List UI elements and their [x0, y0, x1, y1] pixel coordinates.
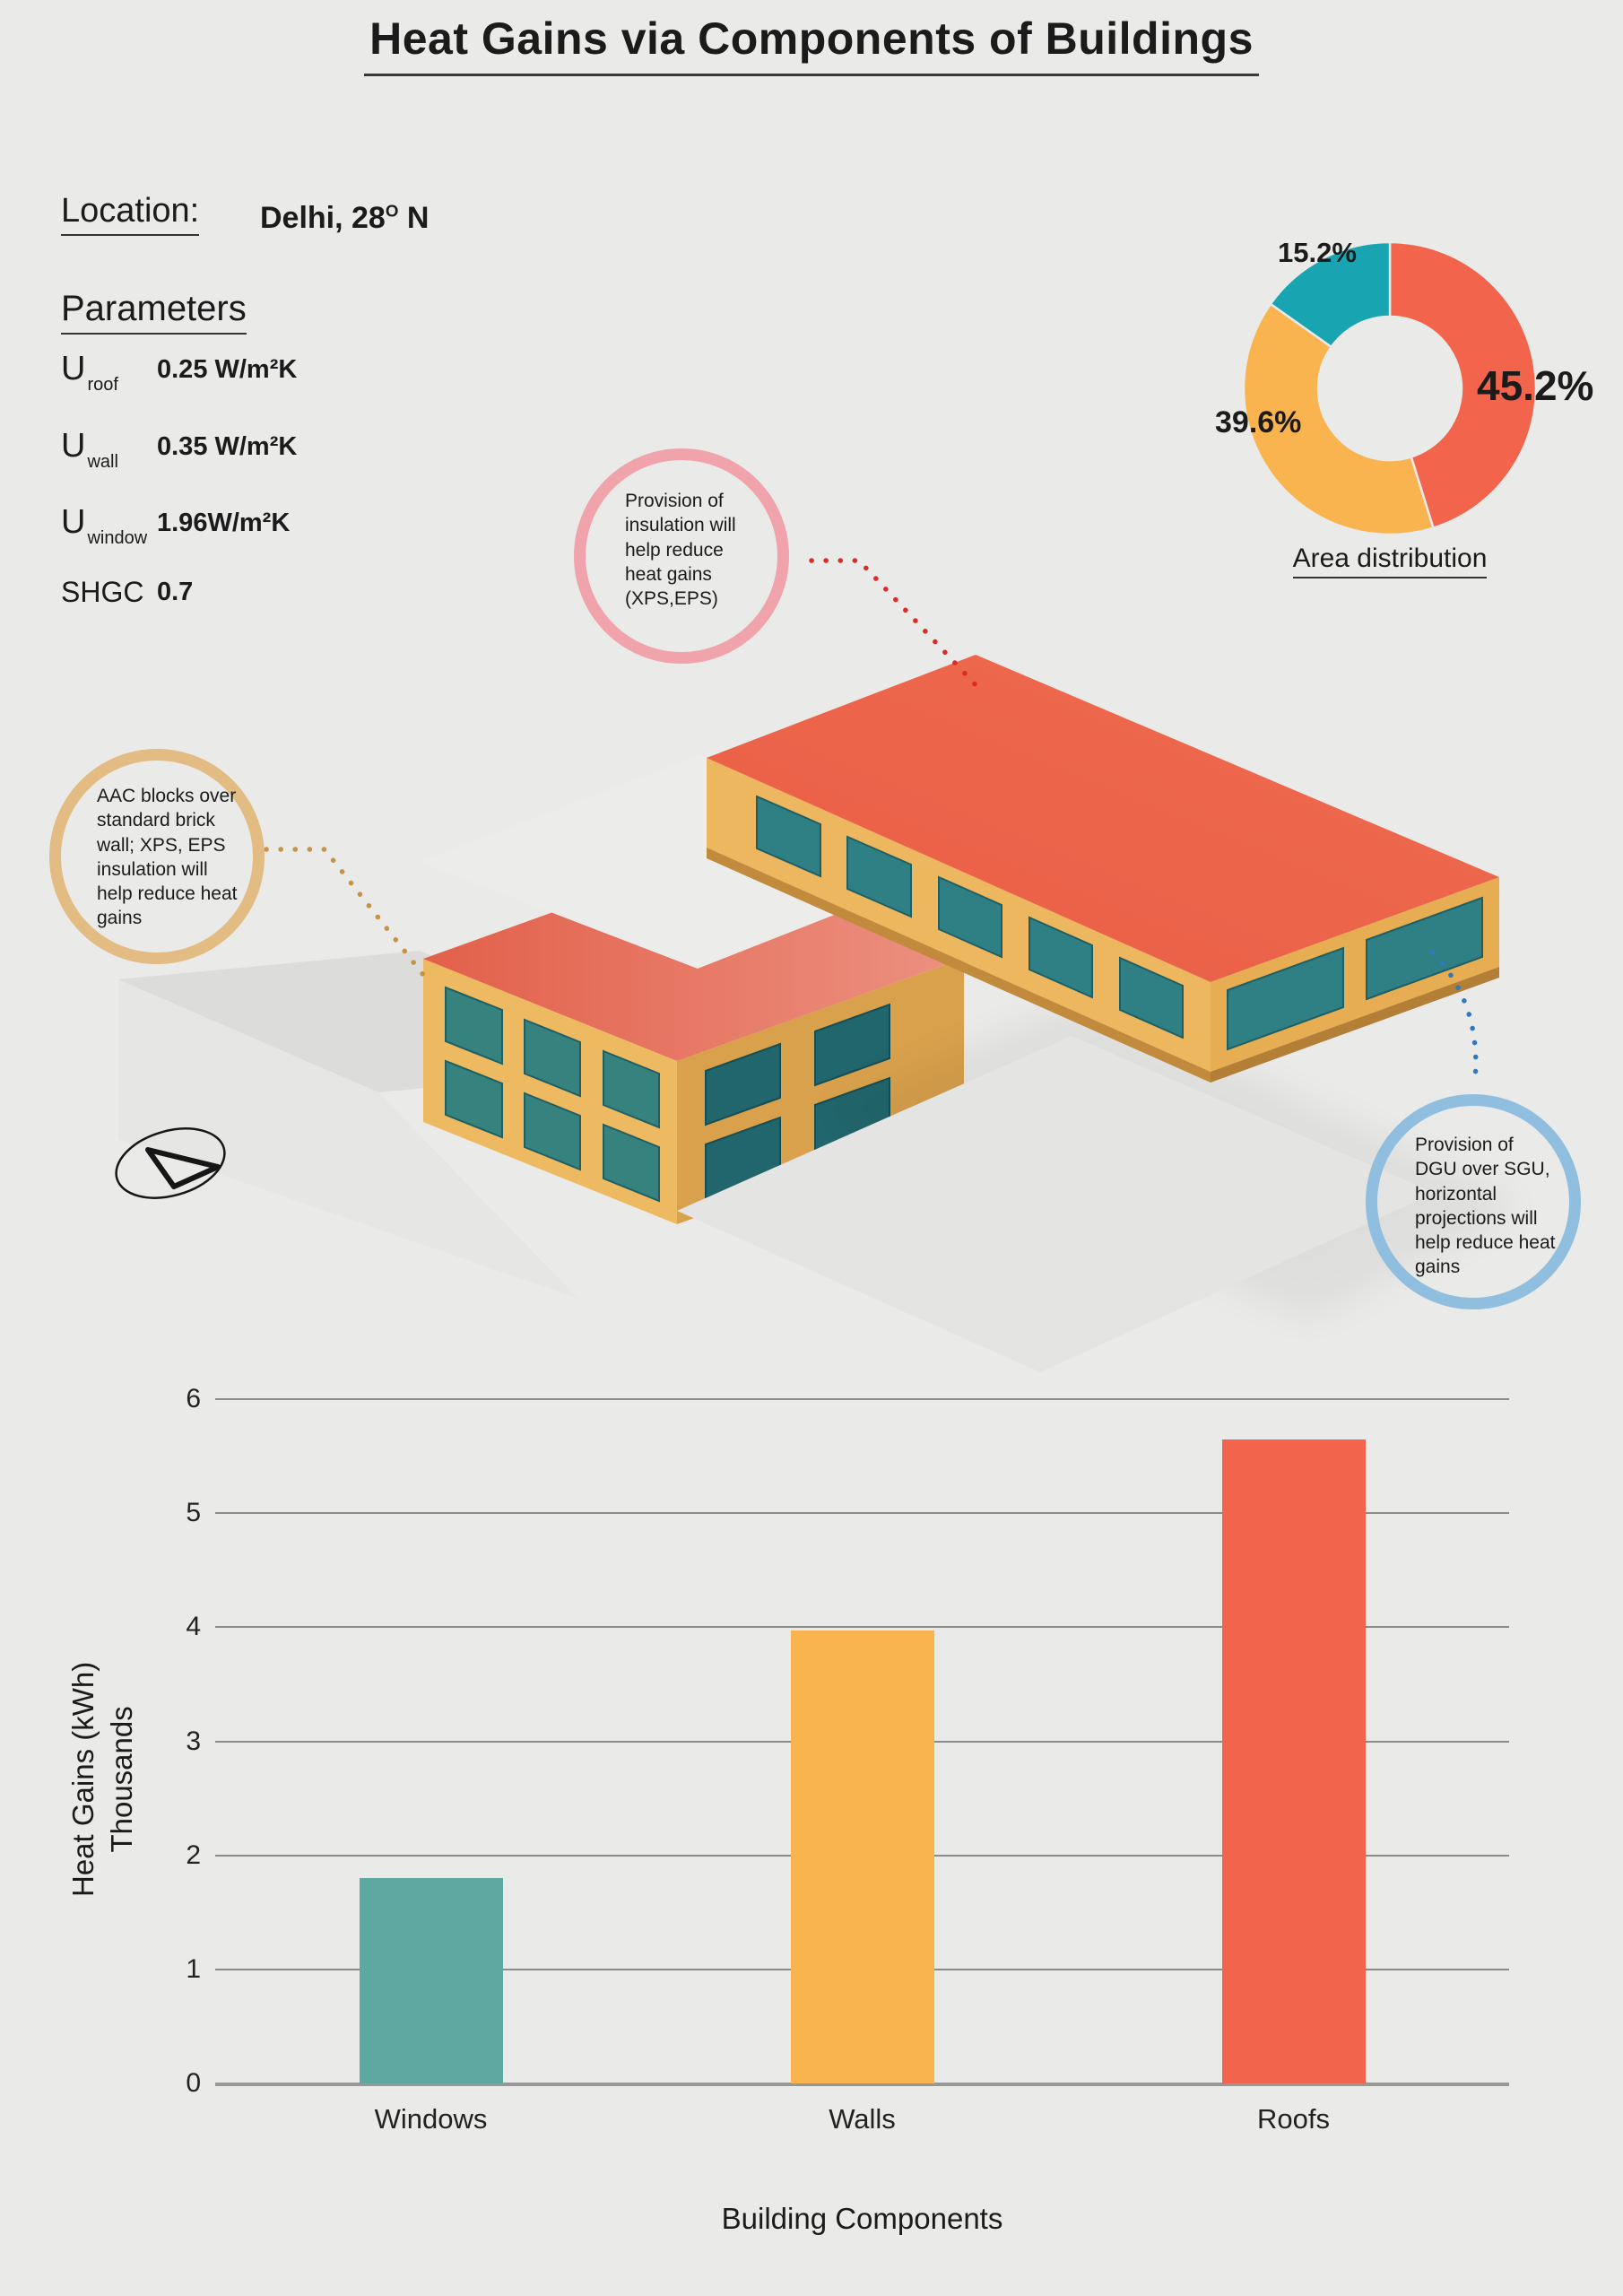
page-title: Heat Gains via Components of Buildings — [364, 13, 1259, 76]
donut-value-label: 45.2% — [1477, 362, 1594, 409]
wing-windows-side — [705, 1003, 890, 1200]
wing-wall-side — [677, 958, 964, 1224]
location-value: Delhi, 28O N — [260, 201, 429, 236]
wing-wall-front — [423, 959, 677, 1224]
parameters-heading: Parameters — [61, 289, 247, 335]
location-suffix: N — [406, 201, 430, 235]
donut-title-wrap: Area distribution — [1193, 544, 1587, 578]
y-tick-label: 5 — [186, 1498, 201, 1528]
location-label: Location: — [61, 192, 200, 236]
gridline: 4 — [186, 1612, 1509, 1641]
x-category-label: Walls — [829, 2103, 896, 2135]
callout-roof-insulation: Provision of insulation will help reduce… — [574, 448, 789, 664]
donut-value-label: 15.2% — [1278, 237, 1357, 268]
y-tick-label: 0 — [186, 2068, 201, 2098]
block-ribbon-windows — [1227, 896, 1483, 1051]
block-wall-side — [1211, 877, 1499, 1072]
param-value: 0.35 W/m²K — [157, 432, 298, 461]
bar-windows — [359, 1878, 503, 2083]
param-symbol: U — [61, 427, 86, 465]
x-category-label: Windows — [374, 2103, 488, 2135]
donut-slice — [1242, 302, 1435, 536]
param-subscript: window — [87, 528, 148, 548]
gridline: 6 — [186, 1384, 1509, 1413]
wing-roof — [423, 856, 964, 1061]
param-subscript: roof — [87, 375, 118, 395]
lower-floor-slab — [677, 1036, 1435, 1372]
donut-chart — [1242, 240, 1538, 536]
bar-plot-area: 0 1 2 3 4 5 6 Windows Walls Roofs — [186, 1384, 1509, 2135]
heat-gains-bar-chart: 0 1 2 3 4 5 6 Windows Walls Roofs Heat Gains (kWh… — [0, 1363, 1623, 2269]
block-wall-front — [707, 758, 1211, 1072]
bar-walls — [790, 1631, 934, 2083]
callout-text: Provision of insulation will help reduce… — [625, 491, 736, 610]
y-tick-label: 6 — [186, 1384, 201, 1413]
param-symbol: SHGC — [61, 576, 144, 608]
param-symbol: U — [61, 503, 86, 541]
param-symbol: U — [61, 350, 86, 387]
upper-roof-slab — [420, 755, 976, 969]
dotted-line-roof-callout — [809, 558, 982, 691]
ground-wedge — [118, 951, 680, 1299]
gridline: 0 — [186, 2068, 1509, 2098]
param-value: 0.7 — [157, 578, 194, 606]
param-value: 1.96W/m²K — [157, 509, 291, 537]
y-axis-title-line2: Thousands — [105, 1706, 138, 1853]
y-axis-title-line1: Heat Gains (kWh) — [66, 1661, 100, 1898]
callout-text: Provision of DGU over SGU, horizontal pr… — [1415, 1135, 1556, 1278]
block-underside-edge — [1211, 967, 1499, 1083]
degree-symbol: O — [385, 201, 399, 221]
x-axis-title: Building Components — [721, 2202, 1003, 2235]
block-underside-edge — [707, 848, 1211, 1083]
y-tick-label: 1 — [186, 1953, 201, 1984]
north-arrow-icon — [115, 1127, 226, 1199]
area-distribution-donut: 45.2% 39.6% 15.2% Area distribution — [1193, 215, 1623, 610]
callout-wall-material: AAC blocks over standard brick wall; XPS… — [49, 749, 265, 964]
y-axis-title: Heat Gains (kWh) Thousands — [65, 1528, 142, 2031]
y-tick-label: 3 — [186, 1726, 201, 1756]
donut-slice — [1388, 240, 1538, 530]
right-block-building — [707, 655, 1499, 1083]
y-tick-label: 2 — [186, 1839, 201, 1870]
dotted-line-wall-callout — [264, 847, 433, 987]
donut-title: Area distribution — [1292, 544, 1488, 578]
bar-roofs — [1221, 1439, 1366, 2083]
wing-windows-front — [445, 986, 660, 1203]
donut-value-label: 39.6% — [1215, 405, 1302, 439]
callout-window-glazing: Provision of DGU over SGU, horizontal pr… — [1366, 1094, 1581, 1309]
red-roof — [707, 655, 1499, 982]
param-value: 0.25 W/m²K — [157, 355, 298, 384]
x-category-label: Roofs — [1257, 2103, 1330, 2135]
title-wrap: Heat Gains via Components of Buildings — [0, 13, 1623, 76]
callout-text: AAC blocks over standard brick wall; XPS… — [97, 786, 238, 929]
gridline: 5 — [186, 1498, 1509, 1527]
dotted-line-window-callout — [1430, 950, 1479, 1082]
param-subscript: wall — [87, 452, 118, 472]
donut-slice — [1269, 240, 1392, 349]
y-tick-label: 4 — [186, 1612, 201, 1642]
location-city: Delhi, 28 — [260, 201, 386, 235]
block-windows-front — [756, 795, 1184, 1039]
param-row-shgc: SHGC 0.7 — [61, 576, 527, 630]
left-wing-building — [423, 856, 964, 1224]
